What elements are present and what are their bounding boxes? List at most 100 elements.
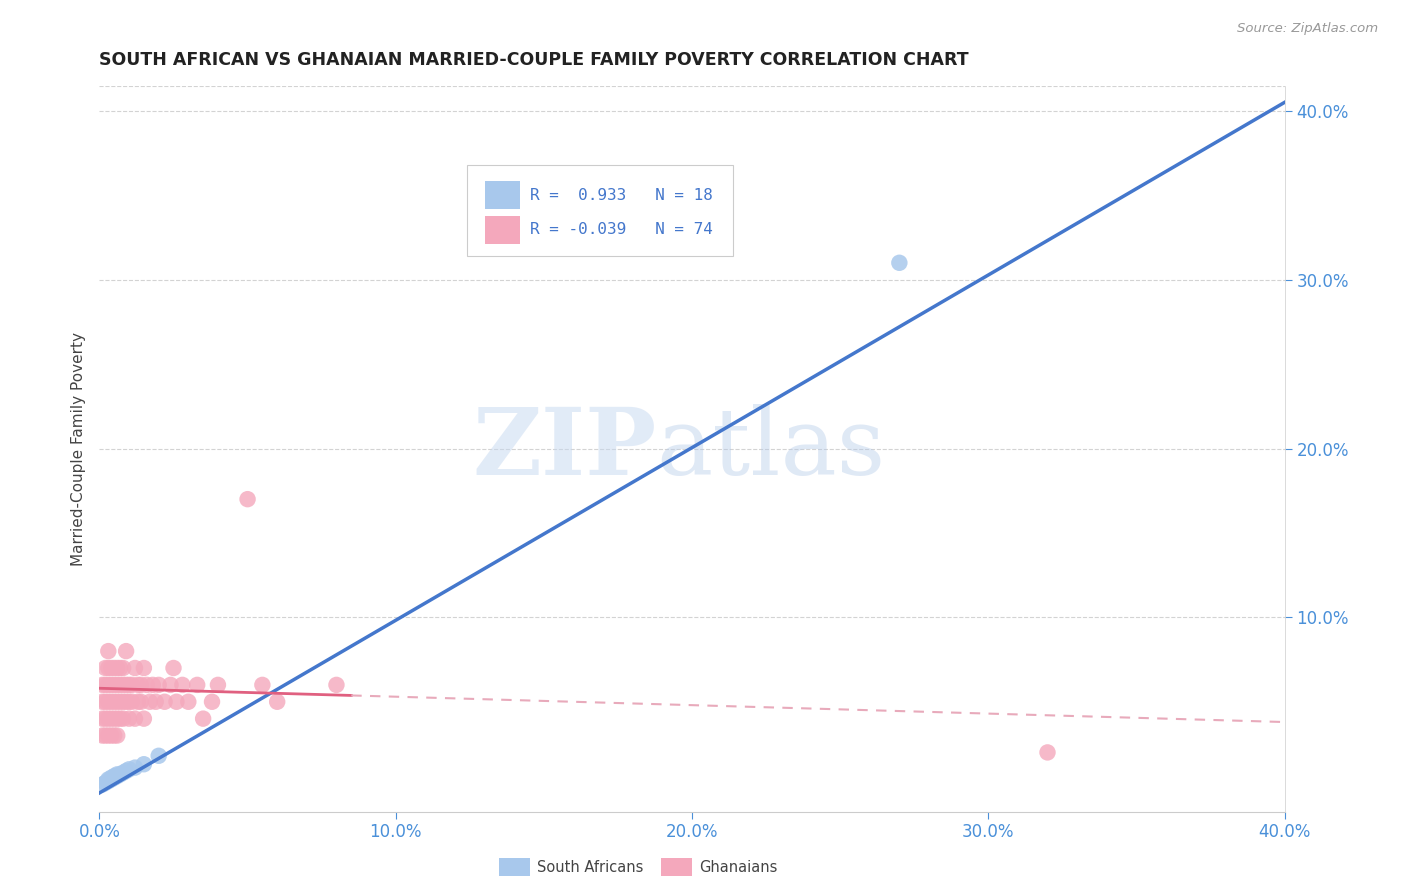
Point xyxy=(97,729,120,743)
Point xyxy=(166,695,188,709)
Point xyxy=(177,695,200,709)
Text: South Africans: South Africans xyxy=(537,860,644,874)
Point xyxy=(135,678,157,692)
Point xyxy=(108,695,131,709)
Text: atlas: atlas xyxy=(657,403,886,493)
Point xyxy=(100,661,122,675)
Text: R = -0.039   N = 74: R = -0.039 N = 74 xyxy=(530,222,713,237)
Point xyxy=(105,695,128,709)
Point xyxy=(91,777,114,791)
Point xyxy=(91,729,114,743)
Point xyxy=(94,776,117,790)
Point xyxy=(97,772,120,787)
Point xyxy=(127,678,149,692)
Point xyxy=(105,767,128,781)
Point xyxy=(148,748,170,763)
Point xyxy=(115,764,138,778)
Point xyxy=(100,678,122,692)
Point xyxy=(108,712,131,726)
Point xyxy=(103,712,125,726)
Point xyxy=(97,661,120,675)
Point xyxy=(118,712,141,726)
Point xyxy=(100,695,122,709)
Point xyxy=(115,678,138,692)
Point xyxy=(103,661,125,675)
Text: Ghanaians: Ghanaians xyxy=(699,860,778,874)
Point xyxy=(236,492,259,507)
Point xyxy=(100,771,122,785)
Point xyxy=(325,678,347,692)
Point xyxy=(186,678,208,692)
Point xyxy=(129,695,152,709)
Point xyxy=(103,695,125,709)
FancyBboxPatch shape xyxy=(485,181,520,209)
Point xyxy=(207,678,229,692)
Point xyxy=(94,729,117,743)
Point xyxy=(97,774,120,789)
Point xyxy=(97,678,120,692)
Point xyxy=(172,678,194,692)
Point xyxy=(91,695,114,709)
Point xyxy=(159,678,181,692)
Point xyxy=(108,678,131,692)
Point xyxy=(112,712,135,726)
Point xyxy=(132,661,155,675)
Point xyxy=(118,695,141,709)
Point xyxy=(97,644,120,658)
Point xyxy=(103,729,125,743)
Point xyxy=(252,678,274,692)
Point xyxy=(1036,746,1059,760)
Point xyxy=(127,695,149,709)
Point xyxy=(153,695,176,709)
Point xyxy=(124,661,146,675)
Text: R =  0.933   N = 18: R = 0.933 N = 18 xyxy=(530,187,713,202)
Point xyxy=(115,644,138,658)
Point xyxy=(94,678,117,692)
Point xyxy=(889,256,911,270)
Point xyxy=(112,765,135,780)
Point xyxy=(132,757,155,772)
Point xyxy=(108,661,131,675)
Point xyxy=(105,712,128,726)
Point xyxy=(103,769,125,783)
Point xyxy=(132,712,155,726)
Point xyxy=(100,772,122,787)
Point xyxy=(103,771,125,785)
Point xyxy=(100,712,122,726)
Point xyxy=(94,695,117,709)
Point xyxy=(91,678,114,692)
Point xyxy=(121,695,143,709)
Point xyxy=(103,678,125,692)
Point xyxy=(94,661,117,675)
Y-axis label: Married-Couple Family Poverty: Married-Couple Family Poverty xyxy=(72,332,86,566)
Point xyxy=(91,712,114,726)
Text: SOUTH AFRICAN VS GHANAIAN MARRIED-COUPLE FAMILY POVERTY CORRELATION CHART: SOUTH AFRICAN VS GHANAIAN MARRIED-COUPLE… xyxy=(100,51,969,69)
Point xyxy=(115,695,138,709)
Point xyxy=(97,712,120,726)
Point xyxy=(142,678,165,692)
Point xyxy=(105,769,128,783)
Point xyxy=(124,761,146,775)
Point xyxy=(100,729,122,743)
Point xyxy=(118,762,141,776)
Point xyxy=(129,678,152,692)
Point xyxy=(139,695,162,709)
Point xyxy=(105,678,128,692)
Point xyxy=(97,695,120,709)
Point xyxy=(94,712,117,726)
Text: Source: ZipAtlas.com: Source: ZipAtlas.com xyxy=(1237,22,1378,36)
FancyBboxPatch shape xyxy=(467,165,734,256)
Point xyxy=(105,729,128,743)
FancyBboxPatch shape xyxy=(485,216,520,244)
Point xyxy=(201,695,224,709)
Point xyxy=(148,678,170,692)
Point xyxy=(266,695,288,709)
Point xyxy=(124,712,146,726)
Point xyxy=(112,678,135,692)
Point xyxy=(162,661,184,675)
Text: ZIP: ZIP xyxy=(472,403,657,493)
Point xyxy=(112,661,135,675)
Point xyxy=(118,678,141,692)
Point xyxy=(145,695,167,709)
Point xyxy=(112,695,135,709)
